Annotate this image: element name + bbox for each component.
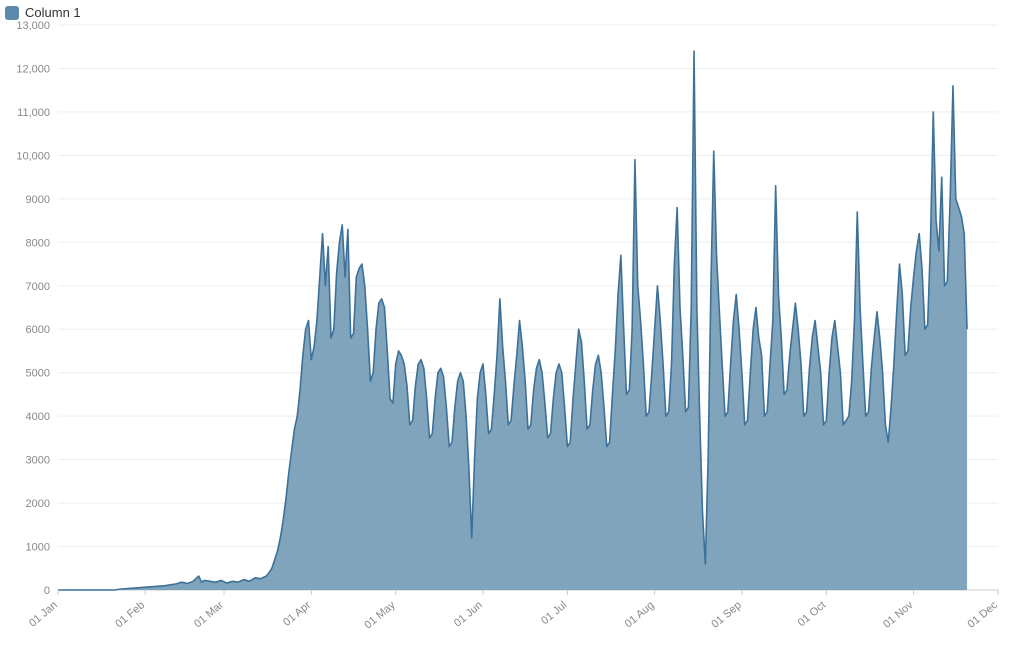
svg-text:01 Jun: 01 Jun xyxy=(452,599,485,629)
svg-text:7000: 7000 xyxy=(26,281,50,293)
svg-text:5000: 5000 xyxy=(26,368,50,380)
legend-label: Column 1 xyxy=(25,5,81,20)
svg-text:13,000: 13,000 xyxy=(16,20,50,32)
legend[interactable]: Column 1 xyxy=(5,5,81,20)
svg-text:3000: 3000 xyxy=(26,455,50,467)
svg-text:01 Dec: 01 Dec xyxy=(966,599,1001,631)
svg-text:1000: 1000 xyxy=(26,542,50,554)
svg-text:01 Apr: 01 Apr xyxy=(281,599,313,629)
svg-text:01 Jul: 01 Jul xyxy=(539,599,569,627)
svg-text:11,000: 11,000 xyxy=(17,107,50,119)
svg-text:01 Sep: 01 Sep xyxy=(709,599,743,631)
svg-text:10,000: 10,000 xyxy=(16,150,50,162)
svg-text:01 Feb: 01 Feb xyxy=(113,599,147,630)
svg-text:12,000: 12,000 xyxy=(16,63,50,75)
svg-text:01 May: 01 May xyxy=(362,599,398,632)
legend-swatch xyxy=(5,6,19,20)
svg-text:0: 0 xyxy=(44,585,50,597)
svg-text:01 Oct: 01 Oct xyxy=(796,599,829,629)
svg-text:8000: 8000 xyxy=(26,237,50,249)
chart-container: Column 1 0 1000 2000 3000 4000 5000 6000 7000 80… xyxy=(0,0,1020,650)
area-chart: 0 1000 2000 3000 4000 5000 6000 7000 8000 9000 10,… xyxy=(0,0,1020,650)
svg-text:2000: 2000 xyxy=(26,498,50,510)
svg-text:01 Aug: 01 Aug xyxy=(623,599,657,630)
svg-text:9000: 9000 xyxy=(26,194,50,206)
svg-text:4000: 4000 xyxy=(26,411,50,423)
svg-text:01 Mar: 01 Mar xyxy=(192,599,226,630)
svg-text:01 Nov: 01 Nov xyxy=(881,599,916,631)
svg-text:01 Jan: 01 Jan xyxy=(27,599,60,629)
svg-text:6000: 6000 xyxy=(26,324,50,336)
